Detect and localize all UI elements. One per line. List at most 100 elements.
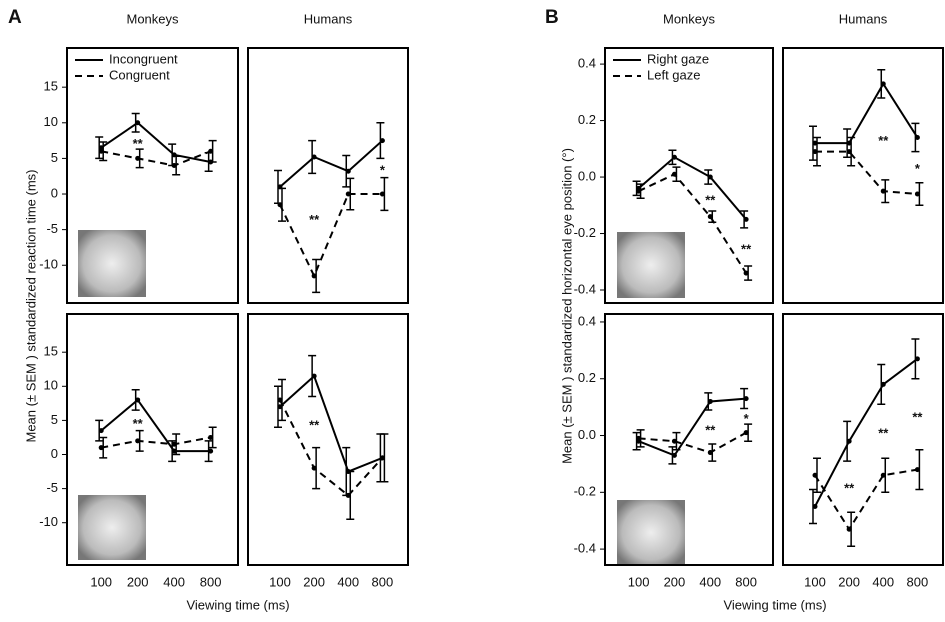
point xyxy=(743,396,749,402)
x-tick-label: 200 xyxy=(303,574,325,589)
y-tick-label: 10 xyxy=(44,378,58,393)
y-tick-label: 0.0 xyxy=(578,427,596,442)
point xyxy=(671,452,677,458)
series-line xyxy=(815,150,918,195)
panel-frame xyxy=(782,47,944,304)
series-line xyxy=(638,431,747,454)
panel-frame xyxy=(604,313,774,566)
panel-frame xyxy=(782,313,944,566)
significance-marker: * xyxy=(380,163,386,178)
y-tick-label: 0.2 xyxy=(578,112,596,127)
point xyxy=(311,465,317,471)
point xyxy=(812,504,818,510)
point xyxy=(345,168,351,174)
series-line xyxy=(101,150,212,167)
panel-label: B xyxy=(545,7,559,28)
x-tick-label: 200 xyxy=(664,574,686,589)
point xyxy=(914,135,920,141)
significance-marker: ** xyxy=(705,422,716,437)
y-tick-label: -5 xyxy=(46,221,58,236)
point xyxy=(743,430,749,436)
point xyxy=(311,154,317,160)
x-tick-label: 800 xyxy=(372,574,394,589)
point xyxy=(311,273,317,279)
series-line xyxy=(101,436,211,449)
panel-frame xyxy=(66,47,239,304)
panel-frame xyxy=(66,313,239,566)
x-tick-label: 800 xyxy=(735,574,757,589)
x-axis-label: Viewing time (ms) xyxy=(723,597,826,612)
series-line xyxy=(100,398,211,453)
point xyxy=(135,438,141,444)
y-tick-label: -10 xyxy=(39,257,58,272)
point xyxy=(135,397,141,403)
point xyxy=(171,163,177,169)
y-tick-label: -0.2 xyxy=(574,484,596,499)
significance-marker: * xyxy=(915,161,921,176)
y-tick-label: 15 xyxy=(44,79,58,94)
point xyxy=(914,191,920,197)
point xyxy=(880,381,886,387)
point xyxy=(671,171,677,177)
point xyxy=(277,397,283,403)
point xyxy=(880,188,886,194)
series-line xyxy=(814,358,918,507)
point xyxy=(707,398,713,404)
point xyxy=(98,428,104,434)
panel-frame xyxy=(247,313,409,566)
x-tick-label: 400 xyxy=(163,574,185,589)
point xyxy=(846,149,852,155)
point xyxy=(880,81,886,87)
y-tick-label: 0.4 xyxy=(578,56,596,71)
series-line xyxy=(815,81,919,145)
point xyxy=(707,174,713,180)
column-title: Monkeys xyxy=(126,11,179,26)
y-tick-label: -10 xyxy=(39,514,58,529)
significance-marker: ** xyxy=(133,136,144,151)
legend-label: Incongruent xyxy=(109,51,178,66)
significance-marker: ** xyxy=(741,242,752,257)
significance-marker: ** xyxy=(878,133,889,148)
y-tick-label: 5 xyxy=(51,150,58,165)
x-tick-label: 400 xyxy=(872,574,894,589)
x-tick-label: 800 xyxy=(907,574,929,589)
significance-marker: ** xyxy=(912,410,923,425)
x-tick-label: 100 xyxy=(628,574,650,589)
point xyxy=(636,188,642,194)
point xyxy=(880,472,886,478)
point xyxy=(277,202,283,208)
y-axis-label: Mean (± SEM ) standardized reaction time… xyxy=(23,170,38,443)
point xyxy=(208,434,214,440)
point xyxy=(98,445,104,451)
series-line xyxy=(100,121,211,163)
significance-marker: ** xyxy=(878,425,889,440)
significance-marker: ** xyxy=(705,192,716,207)
significance-marker: ** xyxy=(844,481,855,496)
legend-label: Left gaze xyxy=(647,67,701,82)
point xyxy=(98,148,104,154)
y-tick-label: 15 xyxy=(44,344,58,359)
point xyxy=(914,467,920,473)
y-tick-label: 0.4 xyxy=(578,313,596,328)
x-tick-label: 100 xyxy=(804,574,826,589)
y-tick-label: 5 xyxy=(51,412,58,427)
series-line xyxy=(279,374,383,473)
y-tick-label: -0.4 xyxy=(574,541,596,556)
significance-marker: ** xyxy=(309,418,320,433)
point xyxy=(812,472,818,478)
series-line xyxy=(637,156,747,221)
point xyxy=(846,438,852,444)
y-tick-label: 0.2 xyxy=(578,370,596,385)
x-tick-label: 400 xyxy=(337,574,359,589)
point xyxy=(135,155,141,161)
panel-frame xyxy=(247,47,409,304)
x-tick-label: 100 xyxy=(90,574,112,589)
point xyxy=(171,441,177,447)
point xyxy=(707,214,713,220)
x-tick-label: 200 xyxy=(127,574,149,589)
point xyxy=(743,270,749,276)
legend-label: Right gaze xyxy=(647,51,709,66)
point xyxy=(671,154,677,160)
x-tick-label: 800 xyxy=(200,574,222,589)
y-tick-label: 0 xyxy=(51,446,58,461)
